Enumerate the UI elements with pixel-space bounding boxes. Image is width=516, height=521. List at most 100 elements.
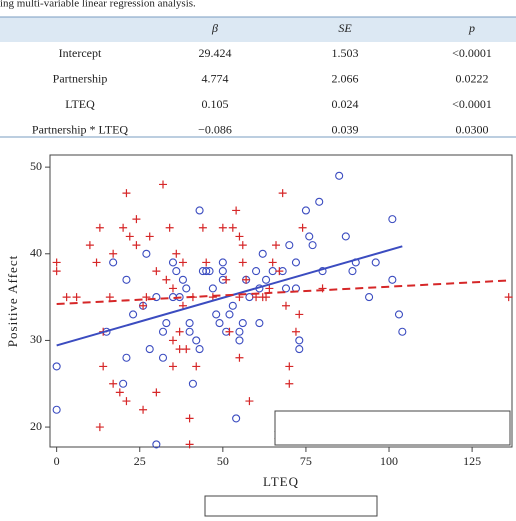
y-tick-label: 30 — [30, 332, 42, 346]
point — [295, 310, 304, 319]
point-shape — [185, 414, 194, 423]
point — [238, 258, 247, 267]
point — [95, 223, 104, 232]
point — [242, 275, 251, 284]
table-cell: LTEQ — [65, 97, 95, 111]
point-shape — [222, 275, 231, 284]
point — [218, 223, 227, 232]
point-shape — [281, 301, 290, 310]
table-cell: 0.039 — [332, 122, 359, 136]
point — [139, 405, 148, 414]
point-shape — [175, 327, 184, 336]
point-shape — [225, 327, 234, 336]
point — [202, 258, 211, 267]
point-shape — [278, 189, 287, 198]
point — [139, 301, 148, 310]
point — [152, 293, 161, 302]
x-axis-title: LTEQ — [263, 474, 299, 489]
point-shape — [295, 310, 304, 319]
point — [165, 223, 174, 232]
point-shape — [95, 223, 104, 232]
point — [208, 284, 217, 293]
point-shape — [265, 284, 274, 293]
point — [205, 267, 214, 276]
point — [298, 223, 307, 232]
point — [145, 232, 154, 241]
point — [168, 258, 178, 267]
caption: ing multi-variable linear regression ana… — [0, 0, 196, 10]
point — [335, 171, 344, 180]
point-shape — [99, 362, 108, 371]
point — [129, 310, 138, 319]
point-shape — [125, 232, 134, 241]
point — [145, 345, 154, 354]
point — [119, 223, 128, 232]
point — [99, 362, 108, 371]
point — [192, 362, 201, 371]
table-header: β — [211, 21, 218, 35]
point — [272, 241, 281, 250]
point — [305, 232, 314, 241]
point — [162, 319, 171, 328]
point-shape — [504, 293, 513, 302]
point-shape — [172, 249, 181, 258]
point — [109, 379, 118, 388]
point — [308, 241, 317, 250]
point — [119, 379, 128, 388]
legend-box — [204, 495, 378, 517]
point-shape — [122, 397, 131, 406]
point — [132, 215, 141, 224]
point — [388, 215, 397, 224]
point — [158, 327, 168, 336]
point — [95, 423, 104, 432]
point — [202, 267, 211, 276]
point — [172, 249, 181, 258]
point — [275, 267, 284, 276]
point — [278, 189, 287, 198]
point — [295, 336, 304, 345]
point — [394, 310, 404, 319]
point — [195, 345, 204, 354]
table-cell: 0.024 — [332, 97, 359, 111]
point — [235, 353, 244, 362]
point — [504, 293, 513, 302]
point-shape — [228, 223, 237, 232]
point-shape — [268, 258, 277, 267]
point — [228, 301, 237, 310]
y-tick-label: 20 — [30, 419, 42, 433]
point-shape — [238, 241, 247, 250]
point-shape — [132, 215, 141, 224]
point — [142, 249, 151, 258]
point-shape — [105, 293, 114, 302]
point — [182, 284, 191, 293]
table-cell: 1.503 — [332, 46, 359, 60]
point-shape — [72, 293, 81, 302]
point-shape — [52, 258, 61, 267]
point — [195, 206, 204, 215]
point — [178, 275, 187, 284]
table-cell: 2.066 — [332, 71, 359, 85]
table-header: SE — [338, 21, 352, 35]
point — [188, 379, 197, 388]
point — [198, 223, 207, 232]
point-shape — [182, 345, 191, 354]
point — [62, 293, 71, 302]
point — [168, 336, 177, 345]
x-tick-label: 0 — [54, 454, 60, 468]
point — [348, 267, 357, 276]
point — [315, 197, 324, 206]
point-shape — [245, 397, 254, 406]
point — [285, 362, 294, 371]
point — [212, 310, 221, 319]
table-cell: Intercept — [59, 46, 102, 60]
point — [52, 258, 61, 267]
table-cell: <0.0001 — [452, 46, 492, 60]
point — [235, 336, 244, 345]
point-shape — [119, 223, 128, 232]
table-cell: 4.774 — [202, 71, 229, 85]
point-shape — [218, 223, 227, 232]
point — [222, 275, 231, 284]
x-tick-label: 100 — [380, 454, 398, 468]
table-cell: Partnership — [53, 71, 108, 85]
point — [281, 301, 290, 310]
